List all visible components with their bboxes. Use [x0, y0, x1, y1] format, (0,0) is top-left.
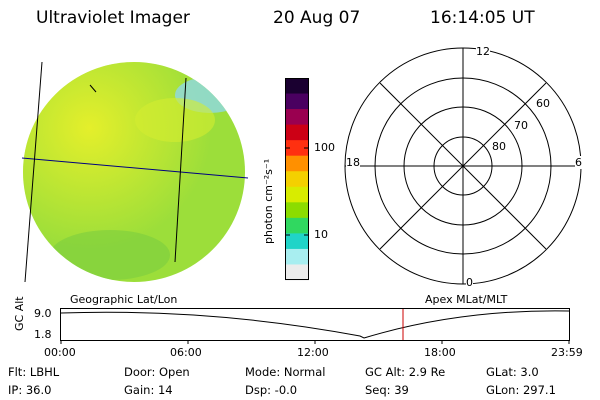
- mlat-60-label: 60: [536, 97, 550, 110]
- altitude-xtick: 18:00: [424, 346, 456, 359]
- colorbar-tick-10: 10: [314, 228, 328, 241]
- altitude-ytick-bottom: 1.8: [34, 328, 52, 341]
- colorbar-segment: [285, 78, 309, 95]
- mlt-6-label: 6: [575, 156, 582, 169]
- dsp-status: Dsp: -0.0: [245, 383, 298, 397]
- colorbar-segment: [285, 109, 309, 126]
- altitude-ylabel: GC Alt: [13, 296, 26, 331]
- colorbar-segment: [285, 171, 309, 188]
- gc-altitude-status: GC Alt: 2.9 Re: [365, 365, 446, 379]
- mlat-80-label: 80: [492, 140, 506, 153]
- colorbar-segment: [285, 233, 309, 250]
- date-label: 20 Aug 07: [273, 8, 361, 28]
- colorbar-segment: [285, 202, 309, 219]
- colorbar-segment: [285, 248, 309, 265]
- door-status: Door: Open: [124, 365, 190, 379]
- glat-status: GLat: 3.0: [486, 365, 539, 379]
- altitude-xtick: 23:59: [551, 346, 583, 359]
- colorbar-segment: [285, 264, 309, 281]
- gain-status: Gain: 14: [124, 383, 173, 397]
- mlt-0-label: 0: [466, 276, 473, 289]
- colorbar-segment: [285, 140, 309, 157]
- colorbar-segment: [285, 217, 309, 234]
- geographic-coords-label: Geographic Lat/Lon: [70, 293, 178, 306]
- mlt-12-label: 12: [476, 45, 490, 58]
- colorbar-tick-100: 100: [314, 141, 335, 154]
- altitude-xtick: 00:00: [44, 346, 76, 359]
- mode-status: Mode: Normal: [245, 365, 326, 379]
- ip-status: IP: 36.0: [8, 383, 52, 397]
- altitude-xtick: 12:00: [297, 346, 329, 359]
- mlat-70-label: 70: [514, 119, 528, 132]
- instrument-title: Ultraviolet Imager: [36, 8, 190, 28]
- colorbar-segment: [285, 124, 309, 141]
- altitude-ytick-top: 9.0: [34, 307, 52, 320]
- colorbar-segment: [285, 93, 309, 110]
- glon-status: GLon: 297.1: [486, 383, 556, 397]
- colorbar-segment: [285, 186, 309, 203]
- mlt-18-label: 18: [346, 156, 360, 169]
- apex-coords-label: Apex MLat/MLT: [425, 293, 508, 306]
- altitude-xtick: 06:00: [170, 346, 202, 359]
- altitude-curve: [60, 310, 570, 339]
- time-label: 16:14:05 UT: [430, 8, 535, 28]
- sequence-status: Seq: 39: [365, 383, 409, 397]
- filter-status: Flt: LBHL: [8, 365, 60, 379]
- colorbar: [285, 78, 309, 281]
- colorbar-segment: [285, 155, 309, 172]
